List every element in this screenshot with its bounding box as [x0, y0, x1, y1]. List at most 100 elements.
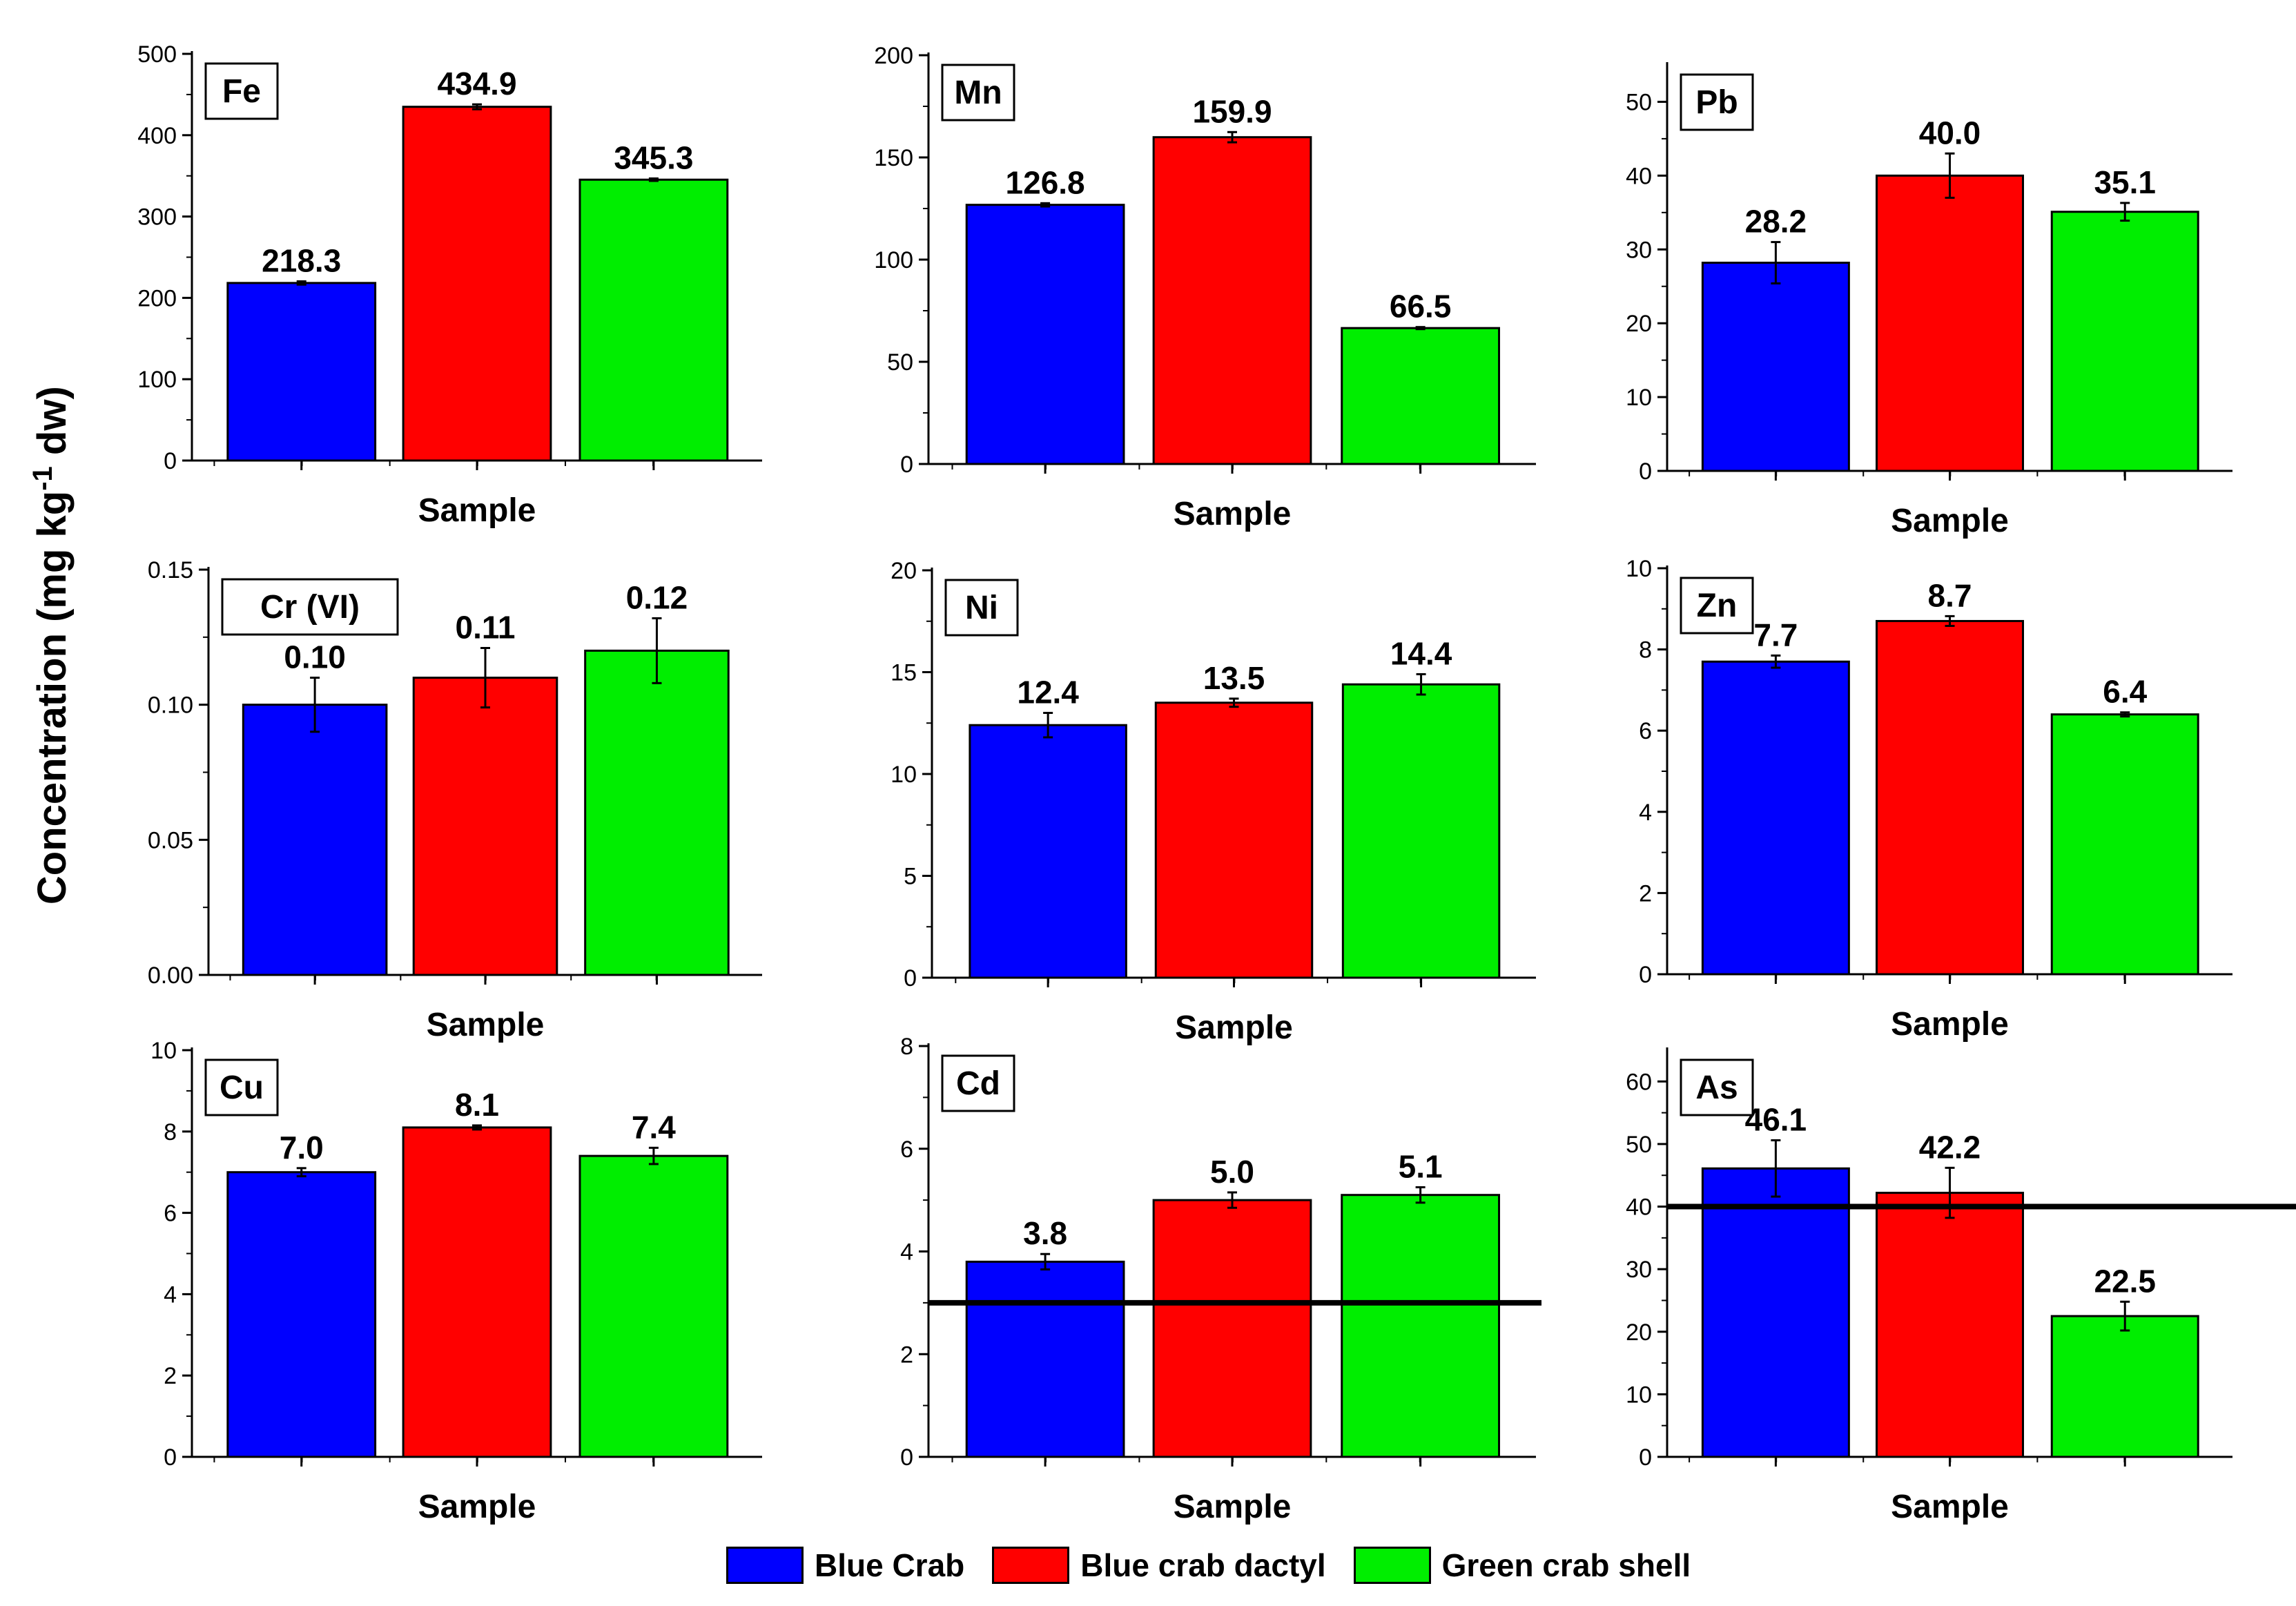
- y-tick-label-cd-2: 4: [900, 1239, 913, 1266]
- legend-label-green-crab-shell: Green crab shell: [1441, 1547, 1691, 1583]
- legend-swatch-blue-crab-dactyl: [992, 1547, 1070, 1584]
- bar-zn-blue-crab-dactyl: [1876, 619, 2024, 976]
- title-box-as: [1680, 1058, 1754, 1116]
- bar-fe-green-crab-shell: [578, 178, 729, 462]
- y-axis-label-sup: -1: [27, 466, 58, 492]
- y-axis-label-tail: dw): [29, 386, 75, 467]
- bar-cu-green-crab-shell: [578, 1154, 729, 1458]
- y-tick-label-mn-2: 100: [874, 247, 913, 273]
- y-tick-label-mn-4: 200: [874, 43, 913, 69]
- bar-ni-blue-crab: [969, 724, 1127, 979]
- legend-entry-blue-crab-dactyl: Blue crab dactyl: [992, 1547, 1326, 1584]
- x-axis-label-cr-vi: Sample: [427, 1007, 545, 1043]
- chart-title-cd: Cd: [956, 1065, 1000, 1102]
- y-tick-label-ni-3: 15: [891, 660, 917, 686]
- legend-entry-blue-crab: Blue Crab: [726, 1547, 964, 1584]
- y-tick-label-cd-3: 6: [900, 1136, 913, 1163]
- y-tick-label-fe-1: 100: [137, 367, 177, 393]
- bar-fe-blue-crab: [226, 282, 377, 462]
- bar-cd-blue-crab: [965, 1260, 1125, 1458]
- chart-title-cr-vi: Cr (VI): [260, 589, 360, 626]
- y-tick-label-mn-3: 150: [874, 145, 913, 171]
- y-tick-label-as-2: 20: [1626, 1319, 1652, 1346]
- data-label-pb-blue-crab: 28.2: [1745, 204, 1807, 240]
- y-tick-label-cu-1: 2: [164, 1363, 177, 1389]
- bar-mn-blue-crab: [965, 204, 1125, 465]
- x-axis-label-mn: Sample: [1174, 496, 1292, 532]
- bar-as-blue-crab: [1701, 1167, 1850, 1458]
- x-axis-label-as: Sample: [1891, 1489, 2009, 1525]
- x-axis-label-cd: Sample: [1174, 1489, 1292, 1525]
- chart-title-pb: Pb: [1695, 84, 1738, 121]
- chart-mn: 126.8 159.9 66.5 0 50 100 150 200 Sample Mn: [874, 43, 1536, 532]
- data-label-cd-green-crab-shell: 5.1: [1399, 1149, 1443, 1185]
- x-axis-label-ni: Sample: [1175, 1009, 1293, 1046]
- bar-pb-blue-crab: [1701, 262, 1850, 472]
- y-tick-label-mn-0: 0: [900, 452, 913, 478]
- bar-zn-blue-crab: [1701, 660, 1850, 976]
- y-tick-label-as-0: 0: [1639, 1444, 1652, 1471]
- data-label-cu-blue-crab-dactyl: 8.1: [455, 1087, 499, 1123]
- title-box-fe: [204, 62, 279, 120]
- x-axis-label-pb: Sample: [1891, 503, 2009, 539]
- y-axis-label-main: Concentration (mg kg: [29, 491, 75, 905]
- chart-fe: 218.3 434.9 345.3 0 100 200 300 400 500 Sample Fe: [137, 41, 762, 529]
- y-tick-label-zn-2: 4: [1639, 800, 1652, 826]
- chart-title-cu: Cu: [220, 1070, 264, 1106]
- y-tick-label-pb-1: 10: [1626, 385, 1652, 411]
- y-tick-label-zn-4: 8: [1639, 637, 1652, 664]
- title-box-mn: [941, 64, 1015, 122]
- y-tick-label-fe-2: 200: [137, 285, 177, 311]
- y-tick-label-cu-2: 4: [164, 1281, 177, 1308]
- bar-as-green-crab-shell: [2050, 1315, 2199, 1458]
- y-tick-label-as-6: 60: [1626, 1069, 1652, 1095]
- y-tick-label-zn-1: 2: [1639, 880, 1652, 907]
- y-tick-label-cr-vi-1: 0.05: [148, 827, 193, 853]
- chart-cr-vi: 0.10 0.11 0.12 0.00 0.05 0.10 0.15 Sample Cr (VI…: [148, 557, 762, 1043]
- legend-label-blue-crab-dactyl: Blue crab dactyl: [1080, 1547, 1326, 1583]
- bar-cr-vi-blue-crab-dactyl: [412, 677, 558, 976]
- data-label-cr-vi-green-crab-shell: 0.12: [626, 579, 688, 615]
- data-label-ni-blue-crab-dactyl: 13.5: [1203, 660, 1265, 696]
- data-label-mn-blue-crab: 126.8: [1006, 164, 1085, 200]
- y-tick-label-pb-2: 20: [1626, 311, 1652, 337]
- data-label-mn-green-crab-shell: 66.5: [1390, 289, 1452, 325]
- y-tick-label-fe-0: 0: [164, 448, 177, 474]
- chart-ni: 12.4 13.5 14.4 0 5 10 15 20 Sample Ni: [891, 558, 1536, 1046]
- data-label-cu-green-crab-shell: 7.4: [632, 1109, 676, 1145]
- data-label-cr-vi-blue-crab-dactyl: 0.11: [456, 609, 516, 645]
- data-label-as-blue-crab: 46.1: [1745, 1101, 1807, 1137]
- bar-cd-blue-crab-dactyl: [1152, 1199, 1312, 1458]
- legend-entry-green-crab-shell: Green crab shell: [1353, 1547, 1691, 1584]
- x-axis-label-zn: Sample: [1891, 1006, 2009, 1043]
- data-label-fe-green-crab-shell: 345.3: [614, 139, 693, 175]
- y-tick-label-as-1: 10: [1626, 1382, 1652, 1408]
- chart-pb: 28.2 40.0 35.1 0 10 20 30 40 50 Sample Pb: [1626, 62, 2232, 539]
- data-label-cd-blue-crab-dactyl: 5.0: [1210, 1154, 1254, 1190]
- title-box-zn: [1680, 577, 1754, 635]
- bar-cu-blue-crab: [226, 1171, 377, 1458]
- data-label-cr-vi-blue-crab: 0.10: [284, 639, 346, 675]
- y-tick-label-as-4: 40: [1626, 1194, 1652, 1221]
- y-tick-label-fe-3: 300: [137, 204, 177, 231]
- legend-swatch-blue-crab: [726, 1547, 804, 1584]
- legend: Blue Crab Blue crab dactyl Green crab sh…: [726, 1544, 1691, 1587]
- y-tick-label-zn-5: 10: [1626, 556, 1652, 582]
- legend-label-blue-crab: Blue Crab: [815, 1547, 965, 1583]
- data-label-zn-blue-crab-dactyl: 8.7: [1928, 577, 1972, 613]
- y-tick-label-ni-2: 10: [891, 762, 917, 788]
- y-tick-label-pb-5: 50: [1626, 89, 1652, 115]
- data-label-fe-blue-crab-dactyl: 434.9: [437, 66, 516, 101]
- legend-swatch-green-crab-shell: [1353, 1547, 1431, 1584]
- y-tick-label-cd-1: 2: [900, 1342, 913, 1368]
- y-tick-label-cr-vi-3: 0.15: [148, 557, 193, 583]
- data-label-ni-blue-crab: 12.4: [1017, 675, 1079, 710]
- data-label-as-green-crab-shell: 22.5: [2094, 1263, 2156, 1299]
- bar-mn-blue-crab-dactyl: [1152, 136, 1312, 465]
- y-axis-label: Concentration (mg kg-1 dw): [17, 214, 86, 1077]
- bar-zn-green-crab-shell: [2050, 713, 2199, 976]
- data-label-pb-blue-crab-dactyl: 40.0: [1919, 115, 1981, 151]
- y-tick-label-fe-4: 400: [137, 123, 177, 149]
- y-tick-label-cr-vi-0: 0.00: [148, 962, 193, 989]
